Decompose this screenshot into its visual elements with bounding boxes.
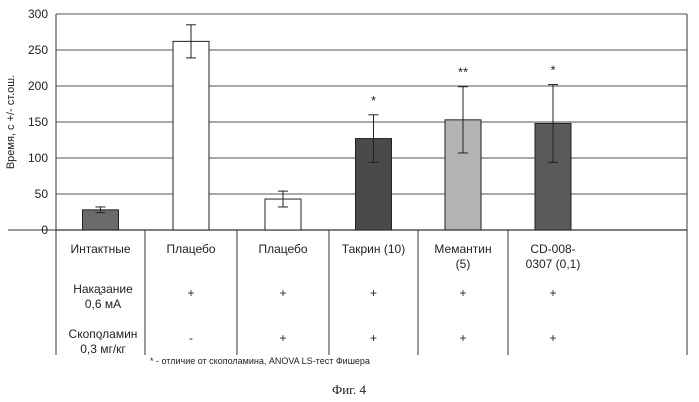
row-label: Наказание0,6 мА — [73, 282, 133, 311]
category-label-line: Интактные — [70, 242, 130, 256]
row-value: + — [279, 331, 286, 345]
row-value: - — [99, 286, 103, 300]
row-value: + — [459, 331, 466, 345]
y-tick-label: 300 — [28, 7, 48, 21]
row-value: + — [370, 286, 377, 300]
significance-marker: * — [550, 63, 555, 78]
treatment-rows: Наказание0,6 мА-+++++Скополамин0,3 мг/кг… — [69, 282, 557, 356]
y-tick-label: 250 — [28, 43, 48, 57]
row-value: + — [370, 331, 377, 345]
y-tick-label: 100 — [28, 151, 48, 165]
category-label: CD-008-0307 (0,1) — [526, 242, 581, 271]
error-bars — [96, 25, 559, 213]
row-label: Скополамин0,3 мг/кг — [69, 327, 138, 356]
figure-caption: Фиг. 4 — [332, 382, 367, 397]
category-label: Интактные — [70, 242, 130, 256]
row-value: + — [549, 331, 556, 345]
row-value: + — [459, 286, 466, 300]
category-label: Такрин (10) — [342, 242, 405, 256]
y-tick-label: 150 — [28, 115, 48, 129]
row-label-line: Наказание — [73, 282, 133, 296]
significance-marker: ** — [458, 65, 468, 80]
category-label: Мемантин(5) — [434, 242, 491, 271]
y-axis-label: Время, с +/- ст.ош. — [5, 75, 17, 169]
row-value: - — [99, 331, 103, 345]
y-tick-label: 0 — [41, 223, 48, 237]
row-label-line: 0,3 мг/кг — [80, 342, 126, 356]
y-tick-label: 200 — [28, 79, 48, 93]
bar-series — [83, 41, 572, 230]
category-label: Плацебо — [258, 242, 307, 256]
category-labels: Интактные Плацебо Плацебо Такрин (10) Мемант… — [70, 242, 580, 271]
category-label-line: 0307 (0,1) — [526, 257, 581, 271]
row-value: + — [187, 286, 194, 300]
category-label: Плацебо — [166, 242, 215, 256]
bar — [173, 41, 209, 230]
row-value: + — [549, 286, 556, 300]
category-label-line: (5) — [456, 257, 471, 271]
row-label-line: Скополамин — [69, 327, 138, 341]
category-label-line: Мемантин — [434, 242, 491, 256]
row-value: + — [279, 286, 286, 300]
row-label-line: 0,6 мА — [85, 297, 121, 311]
category-label-line: Такрин (10) — [342, 242, 405, 256]
y-tick-label: 50 — [35, 187, 49, 201]
footnote: * - отличие от скополамина, ANOVA LS-тес… — [150, 356, 370, 366]
category-label-line: Плацебо — [166, 242, 215, 256]
y-tick-labels: 0 50 100 150 200 250 300 — [28, 7, 48, 237]
significance-marker: * — [371, 93, 376, 108]
row-value: - — [189, 331, 193, 345]
category-label-line: CD-008- — [530, 242, 575, 256]
category-label-line: Плацебо — [258, 242, 307, 256]
